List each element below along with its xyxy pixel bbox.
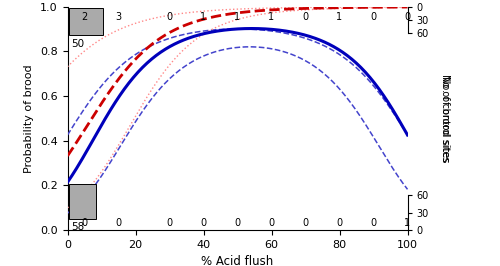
Text: 0: 0 bbox=[268, 218, 274, 228]
Text: 0: 0 bbox=[166, 12, 172, 22]
Text: 58: 58 bbox=[71, 222, 84, 232]
Y-axis label: No of control sites: No of control sites bbox=[440, 74, 450, 163]
Y-axis label: No. of brood sites: No. of brood sites bbox=[440, 76, 450, 161]
Text: 0: 0 bbox=[166, 218, 172, 228]
Text: 3: 3 bbox=[116, 12, 121, 22]
Bar bbox=[69, 184, 96, 219]
X-axis label: % Acid flush: % Acid flush bbox=[202, 255, 274, 266]
Text: 0: 0 bbox=[234, 218, 240, 228]
Text: 0: 0 bbox=[404, 12, 410, 22]
Text: 0: 0 bbox=[116, 218, 121, 228]
Text: 0: 0 bbox=[370, 218, 376, 228]
Text: 0: 0 bbox=[370, 12, 376, 22]
Text: 0: 0 bbox=[200, 218, 206, 228]
Text: 50: 50 bbox=[71, 39, 84, 49]
Text: 1: 1 bbox=[234, 12, 240, 22]
Text: 1: 1 bbox=[336, 12, 342, 22]
Text: 0: 0 bbox=[302, 12, 308, 22]
Text: 0: 0 bbox=[82, 218, 87, 228]
Text: 2: 2 bbox=[82, 12, 87, 22]
Text: 0: 0 bbox=[336, 218, 342, 228]
Text: 1: 1 bbox=[404, 218, 410, 228]
Text: 0: 0 bbox=[302, 218, 308, 228]
Text: 1: 1 bbox=[268, 12, 274, 22]
Bar bbox=[69, 8, 103, 35]
Text: 1: 1 bbox=[200, 12, 206, 22]
Y-axis label: Probability of brood: Probability of brood bbox=[24, 64, 34, 173]
